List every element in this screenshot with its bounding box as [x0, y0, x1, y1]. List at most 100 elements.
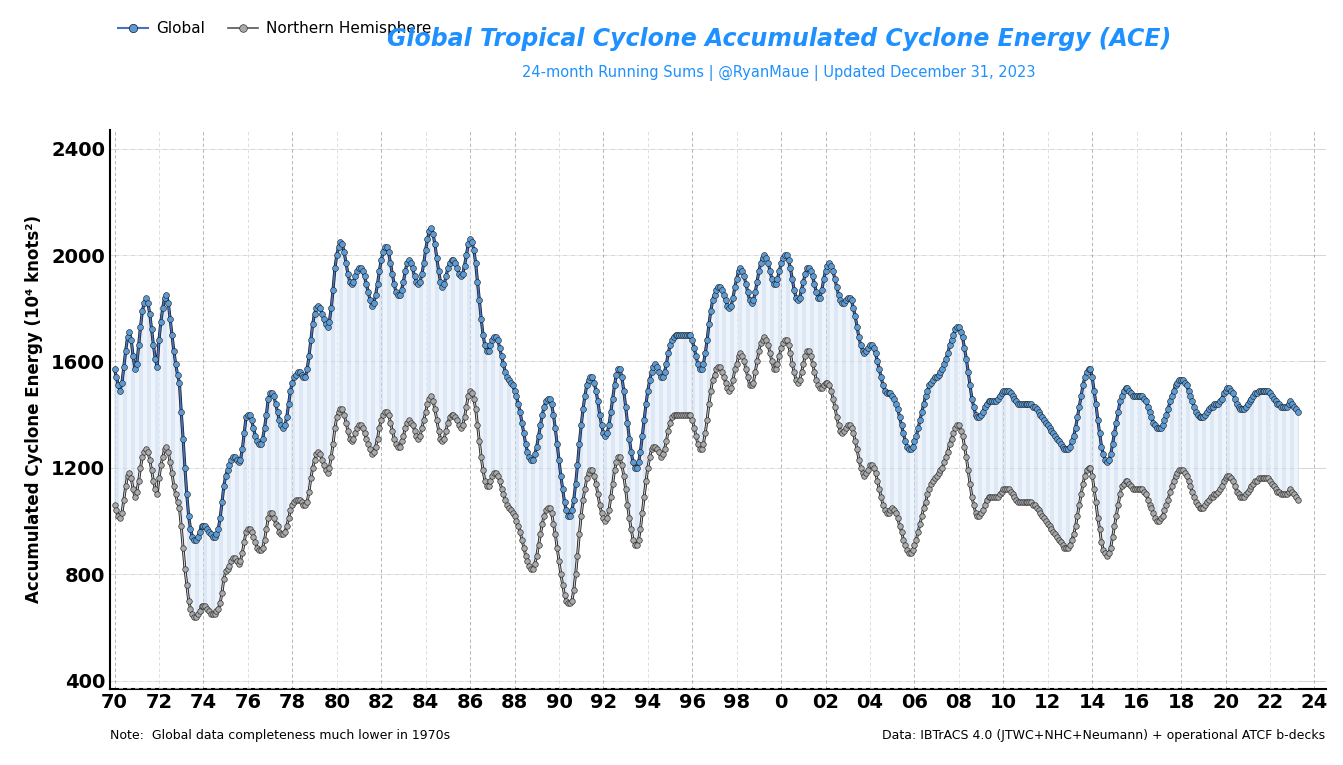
Point: [944, 324, 966, 336]
Point: [728, 265, 749, 277]
Point: [583, 376, 604, 389]
Point: [1178, 475, 1199, 487]
Point: [521, 563, 543, 575]
Point: [732, 350, 753, 362]
Point: [375, 241, 396, 253]
Point: [171, 405, 192, 418]
Point: [1096, 457, 1117, 469]
Point: [818, 257, 839, 269]
Point: [352, 422, 373, 434]
Point: [1170, 374, 1191, 386]
Point: [345, 270, 367, 282]
Point: [771, 257, 792, 269]
Point: [150, 315, 172, 327]
Point: [453, 268, 474, 280]
Point: [787, 294, 808, 306]
Point: [896, 441, 917, 453]
Point: [690, 443, 712, 455]
Point: [575, 483, 596, 495]
Point: [415, 405, 436, 418]
Point: [713, 371, 735, 383]
Point: [639, 451, 661, 464]
Point: [298, 486, 320, 498]
Point: [1203, 398, 1225, 410]
Point: [1041, 425, 1062, 437]
Point: [1281, 486, 1303, 498]
Point: [1168, 374, 1190, 386]
Point: [744, 286, 766, 298]
Point: [620, 446, 642, 458]
Legend: Global, Northern Hemisphere: Global, Northern Hemisphere: [111, 15, 438, 42]
Point: [324, 262, 345, 275]
Point: [459, 385, 481, 397]
Point: [548, 555, 569, 567]
Point: [962, 392, 983, 405]
Point: [115, 345, 137, 357]
Point: [723, 291, 744, 304]
Point: [1223, 392, 1245, 405]
Point: [987, 392, 1009, 405]
Point: [485, 467, 506, 479]
Point: [563, 493, 584, 506]
Point: [709, 281, 731, 293]
Point: [851, 345, 873, 357]
Point: [866, 475, 888, 487]
Point: [130, 461, 152, 474]
Point: [482, 470, 504, 482]
Point: [937, 347, 959, 360]
Point: [306, 448, 328, 461]
Point: [248, 544, 270, 556]
Point: [1228, 488, 1249, 500]
Point: [795, 350, 817, 362]
Point: [299, 472, 321, 484]
Point: [630, 522, 651, 535]
Point: [445, 411, 466, 423]
Point: [670, 409, 692, 421]
Point: [678, 409, 700, 421]
Point: [465, 257, 486, 269]
Point: [342, 432, 364, 444]
Point: [208, 603, 230, 615]
Point: [434, 278, 455, 291]
Point: [309, 302, 330, 314]
Point: [556, 594, 577, 607]
Point: [291, 496, 313, 509]
Point: [541, 398, 563, 410]
Point: [685, 430, 706, 442]
Point: [592, 513, 614, 525]
Point: [201, 608, 223, 620]
Point: [479, 340, 501, 352]
Point: [577, 374, 599, 386]
Point: [317, 321, 338, 333]
Point: [172, 432, 193, 444]
Point: [176, 578, 197, 591]
Point: [634, 491, 655, 503]
Point: [277, 520, 298, 532]
Point: [896, 544, 917, 556]
Point: [494, 366, 516, 378]
Point: [650, 371, 672, 383]
Point: [782, 273, 803, 285]
Point: [470, 451, 492, 464]
Point: [1281, 398, 1303, 410]
Point: [441, 409, 462, 421]
Point: [513, 427, 535, 439]
Point: [1057, 443, 1078, 455]
Point: [528, 539, 549, 551]
Point: [254, 422, 275, 434]
Point: [1162, 390, 1183, 402]
Point: [411, 422, 432, 434]
Point: [1065, 422, 1086, 434]
Point: [431, 435, 453, 448]
Point: [749, 337, 771, 349]
Point: [1250, 385, 1272, 397]
Point: [1245, 387, 1266, 399]
Point: [759, 265, 780, 277]
Point: [563, 584, 584, 596]
Point: [293, 371, 314, 383]
Point: [381, 268, 403, 280]
Point: [376, 241, 398, 253]
Point: [539, 502, 560, 514]
Point: [1237, 486, 1258, 498]
Point: [661, 334, 682, 347]
